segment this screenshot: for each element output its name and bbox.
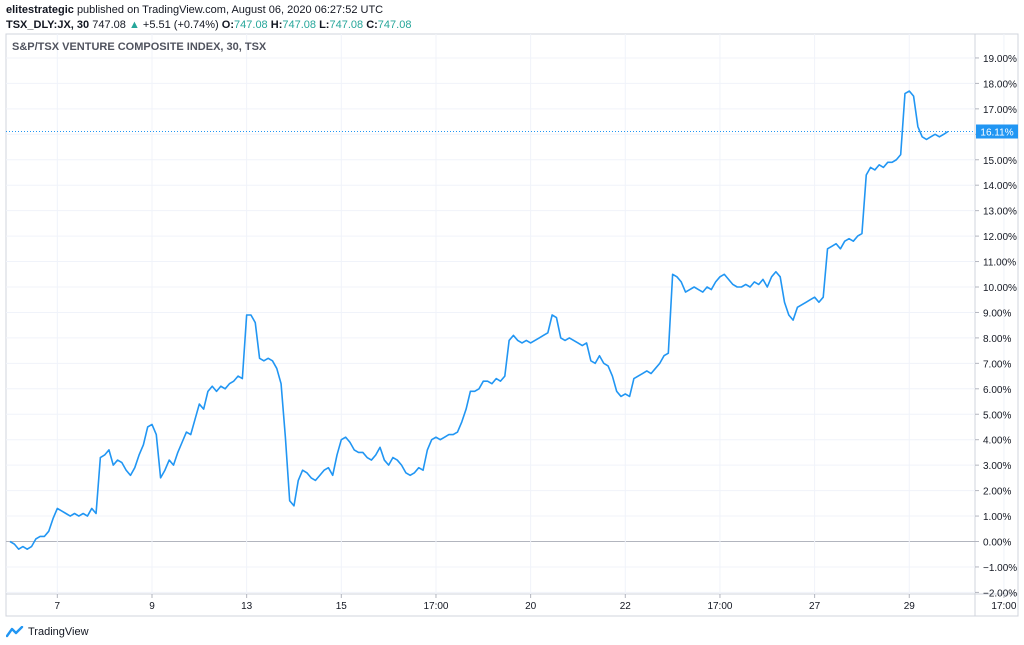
close-value: 747.08 — [377, 19, 412, 31]
y-tick-label: 10.00% — [983, 283, 1017, 294]
y-tick-label: 14.00% — [983, 181, 1017, 192]
y-tick-label: 8.00% — [983, 334, 1011, 345]
y-tick-label: 15.00% — [983, 156, 1017, 167]
y-tick-label: −1.00% — [983, 563, 1017, 574]
high-value: 747.08 — [282, 19, 317, 31]
x-tick-label: 15 — [336, 601, 348, 612]
y-tick-label: 5.00% — [983, 410, 1011, 421]
x-tick-label: 9 — [149, 601, 155, 612]
high-label: H: — [270, 19, 283, 31]
y-tick-label: 4.00% — [983, 436, 1011, 447]
x-tick-label: 27 — [809, 601, 821, 612]
y-tick-label: 3.00% — [983, 461, 1011, 472]
y-tick-label: 2.00% — [983, 487, 1011, 498]
y-tick-label: 13.00% — [983, 207, 1017, 218]
y-tick-label: −2.00% — [983, 588, 1017, 599]
chart-title: S&P/TSX VENTURE COMPOSITE INDEX, 30, TSX — [12, 41, 267, 53]
chart-header: elitestrategic published on TradingView.… — [6, 3, 411, 33]
close-label: C: — [366, 19, 378, 31]
x-tick-label: 17:00 — [423, 601, 448, 612]
up-arrow-icon: ▲ — [128, 19, 140, 31]
last-price: 747.08 — [92, 19, 126, 31]
y-tick-label: 0.00% — [983, 538, 1011, 549]
y-tick-label: 7.00% — [983, 359, 1011, 370]
chart-frame — [5, 33, 1019, 617]
publish-info: published on TradingView.com, August 06,… — [76, 4, 384, 16]
series-line[interactable] — [9, 90, 949, 550]
y-tick-label: 17.00% — [983, 105, 1017, 116]
y-tick-label: 11.00% — [983, 258, 1016, 269]
x-tick-label: 17:00 — [707, 601, 732, 612]
low-value: 747.08 — [329, 19, 364, 31]
footer: TradingView — [6, 624, 89, 640]
x-tick-label: 7 — [55, 601, 61, 612]
y-tick-label: 6.00% — [983, 385, 1011, 396]
ohlc-line: TSX_DLY:JX, 30 747.08 ▲ +5.51 (+0.74%) O… — [6, 18, 411, 33]
tradingview-logo-icon[interactable] — [6, 626, 24, 638]
grid-lines — [6, 34, 1005, 594]
series-group — [9, 90, 949, 550]
y-tick-label: 18.00% — [983, 79, 1017, 90]
y-tick-label: 12.00% — [983, 232, 1017, 243]
x-tick-label: 29 — [904, 601, 916, 612]
y-tick-label: 19.00% — [983, 54, 1017, 65]
last-value-label: 16.11% — [980, 128, 1013, 139]
low-label: L: — [319, 19, 330, 31]
y-tick-label: 1.00% — [983, 512, 1011, 523]
author-name[interactable]: elitestrategic — [6, 4, 74, 16]
symbol-label[interactable]: TSX_DLY:JX, 30 — [6, 19, 90, 31]
last-value-marker: 16.11% — [6, 124, 1018, 139]
x-tick-label: 20 — [525, 601, 537, 612]
line-chart[interactable]: −2.00% −1.00% 0.00% 1.00% 2.00% 3.00% 4.00% 5.0… — [0, 0, 1024, 622]
x-tick-label: 13 — [241, 601, 253, 612]
x-tick-label: 22 — [620, 601, 632, 612]
y-tick-label: 9.00% — [983, 308, 1011, 319]
open-label: O: — [221, 19, 235, 31]
price-change: +5.51 (+0.74%) — [142, 19, 219, 31]
x-tick-label: 17:00 — [991, 601, 1016, 612]
open-value: 747.08 — [234, 19, 268, 31]
tradingview-brand[interactable]: TradingView — [28, 626, 89, 638]
last-value-badge — [976, 124, 1018, 139]
publish-line: elitestrategic published on TradingView.… — [6, 3, 411, 18]
